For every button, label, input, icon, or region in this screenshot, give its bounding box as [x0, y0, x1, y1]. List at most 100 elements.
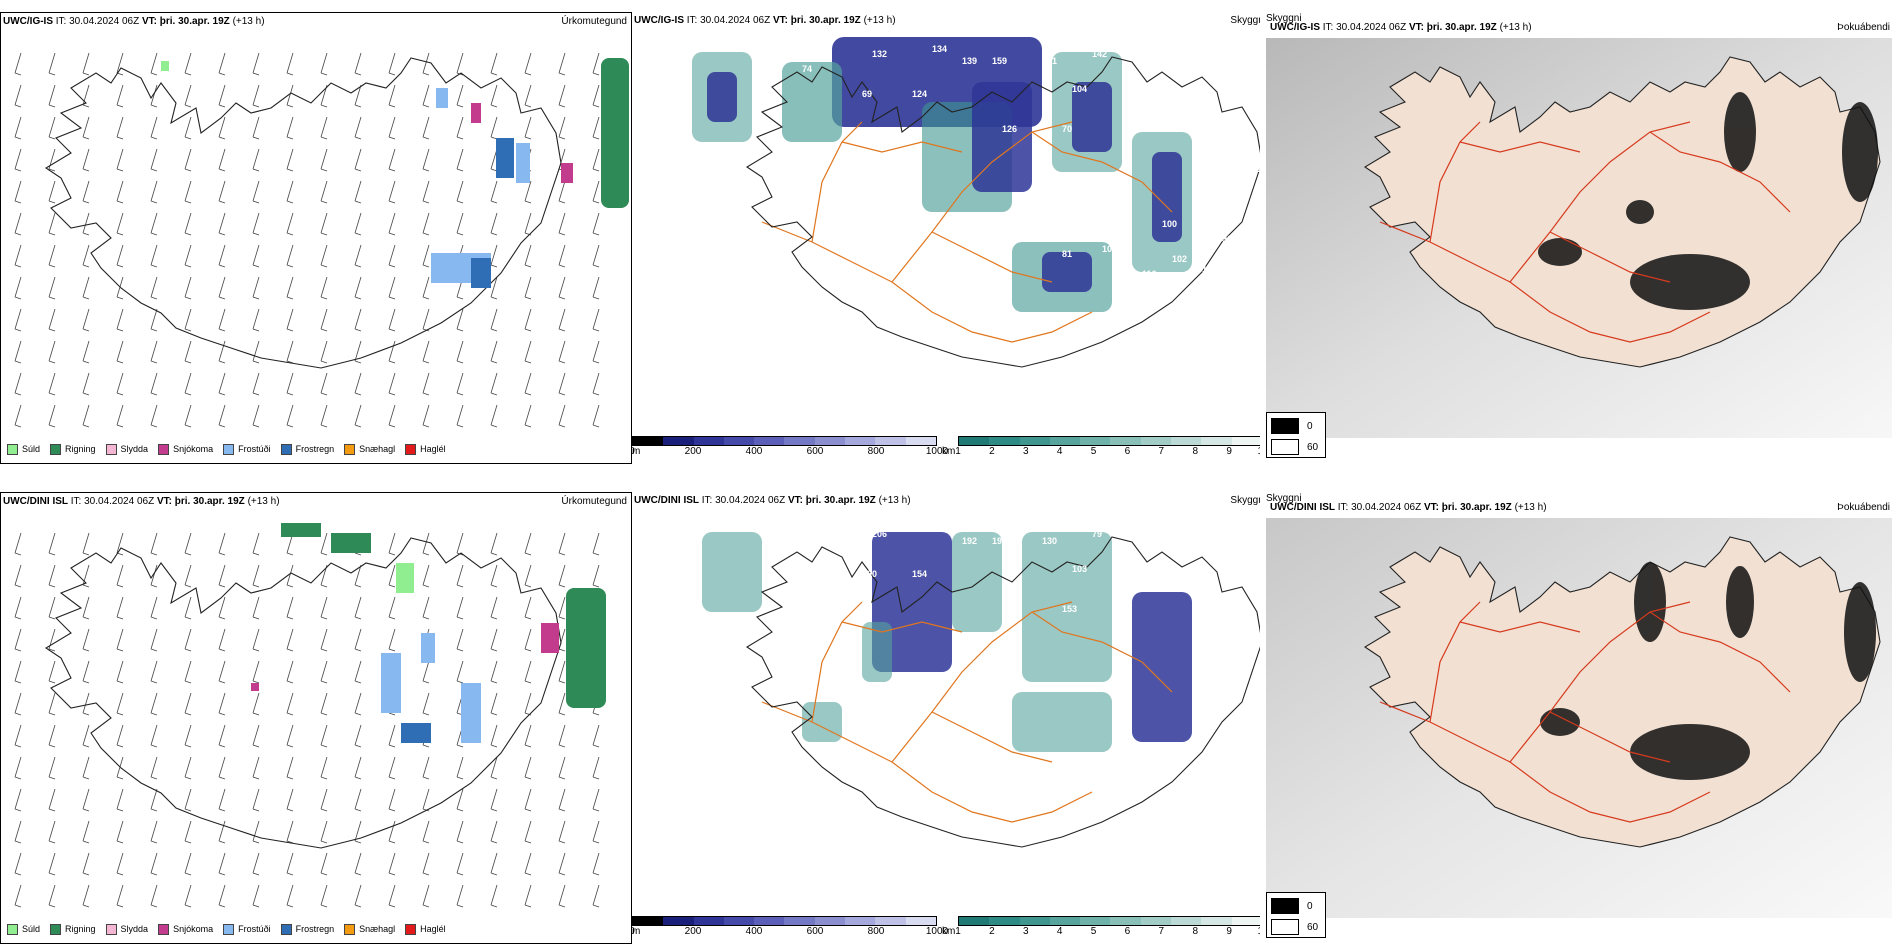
wind-barb — [354, 116, 362, 138]
wind-barb-flag — [354, 72, 362, 76]
wind-barb — [14, 148, 22, 170]
wind-barb — [116, 596, 124, 618]
wind-barb — [456, 84, 464, 106]
wind-barb — [184, 372, 192, 394]
wind-barb — [116, 116, 124, 138]
wind-barb-flag — [218, 360, 226, 364]
cloud-base-label: 117 — [1192, 579, 1207, 589]
wind-barb-flag — [48, 712, 56, 716]
wind-barb — [116, 308, 124, 330]
legend-label: Snjókoma — [173, 444, 214, 454]
wind-barb — [456, 308, 464, 330]
wind-barb — [286, 212, 294, 234]
wind-barb-flag — [218, 104, 226, 108]
wind-barb — [218, 340, 226, 362]
wind-barb — [388, 756, 396, 778]
wind-barb-flag — [150, 424, 158, 428]
colorbar-tick: 3 — [1022, 926, 1029, 937]
wind-barb-flag — [218, 584, 226, 588]
wind-barb — [82, 404, 90, 426]
wind-barb — [320, 532, 328, 554]
cloud-base-label: 100 — [1162, 219, 1177, 229]
wind-barb — [388, 308, 396, 330]
wind-barb-flag — [286, 168, 294, 172]
wind-barb — [524, 244, 532, 266]
wind-barb-flag — [490, 872, 498, 876]
wind-barb — [218, 564, 226, 586]
wind-barb — [218, 852, 226, 874]
wind-barb-flag — [286, 648, 294, 652]
valid-time: þri. 30.apr. 19Z — [790, 15, 861, 26]
cloud-base-labels: 240 206 165 192 199 130 79 154 590 103 96 153 121 117 — [802, 524, 1207, 614]
cloud-areas — [692, 37, 1192, 312]
colorbar-segment — [1201, 917, 1232, 925]
legend-item: Snjókoma — [158, 923, 213, 935]
wind-barb — [252, 756, 260, 778]
wind-barb — [558, 372, 566, 394]
wind-barb-flag — [14, 360, 22, 364]
precip-areas — [251, 523, 606, 743]
ceiling-colorbar: 0 200 400 600 800 1000 m — [632, 916, 948, 938]
wind-barb — [558, 52, 566, 74]
wind-barb-flag — [48, 104, 56, 108]
wind-barb — [116, 84, 124, 106]
wind-barb-flag — [82, 296, 90, 300]
wind-barb — [524, 820, 532, 842]
cloud-base-label: 126 — [1002, 124, 1017, 134]
wind-barb-flag — [558, 552, 566, 556]
wind-barb-flag — [82, 264, 90, 268]
panel-title: Þokuábendi — [1837, 22, 1890, 33]
wind-barb-flag — [252, 776, 260, 780]
wind-barb — [354, 52, 362, 74]
wind-barb-flag — [490, 328, 498, 332]
wind-barb-flag — [82, 904, 90, 908]
wind-barb-flag — [252, 808, 260, 812]
wind-barb — [150, 532, 158, 554]
wind-barb — [524, 788, 532, 810]
wind-barb — [48, 852, 56, 874]
wind-barb — [150, 52, 158, 74]
wind-barb — [116, 564, 124, 586]
colorbar-segment — [1110, 917, 1141, 925]
legend-item: Frostúði — [223, 923, 271, 935]
legend-item: Frostregn — [280, 923, 334, 935]
wind-barb-flag — [218, 392, 226, 396]
wind-barb — [558, 660, 566, 682]
wind-barb-flag — [456, 200, 464, 204]
wind-barb-flag — [456, 776, 464, 780]
model-name: UWC/DINI ISL — [1270, 502, 1335, 513]
panel-title: Úrkomutegund — [561, 16, 627, 27]
legend-label: Súld — [22, 444, 41, 454]
legend-swatch — [344, 443, 356, 455]
model-name: UWC/IG-IS — [634, 15, 684, 26]
wind-barb — [524, 404, 532, 426]
wind-barb-flag — [116, 648, 124, 652]
wind-barb-flag — [252, 648, 260, 652]
wind-barb — [422, 308, 430, 330]
legend-swatch — [223, 443, 235, 455]
wind-barb — [286, 340, 294, 362]
wind-barb-flag — [354, 584, 362, 588]
wind-barb — [354, 628, 362, 650]
wind-barb — [388, 116, 396, 138]
wind-barb-flag — [524, 552, 532, 556]
wind-barb-flag — [14, 136, 22, 140]
wind-barb-flag — [354, 712, 362, 716]
valid-time: þri. 30.apr. 19Z — [174, 496, 245, 507]
wind-barb-flag — [82, 744, 90, 748]
wind-barb — [320, 180, 328, 202]
wind-barb — [184, 116, 192, 138]
wind-barb — [218, 660, 226, 682]
wind-barb-flag — [490, 200, 498, 204]
wind-barb — [490, 820, 498, 842]
legend-label: Súld — [22, 924, 41, 934]
wind-barb — [116, 180, 124, 202]
legend-item: Haglél — [405, 443, 446, 455]
wind-barb — [116, 340, 124, 362]
wind-barb-flag — [82, 840, 90, 844]
wind-barb — [48, 820, 56, 842]
wind-barb-flag — [252, 712, 260, 716]
wind-barb-flag — [388, 168, 396, 172]
wind-barb-flag — [320, 232, 328, 236]
wind-barb-flag — [354, 744, 362, 748]
